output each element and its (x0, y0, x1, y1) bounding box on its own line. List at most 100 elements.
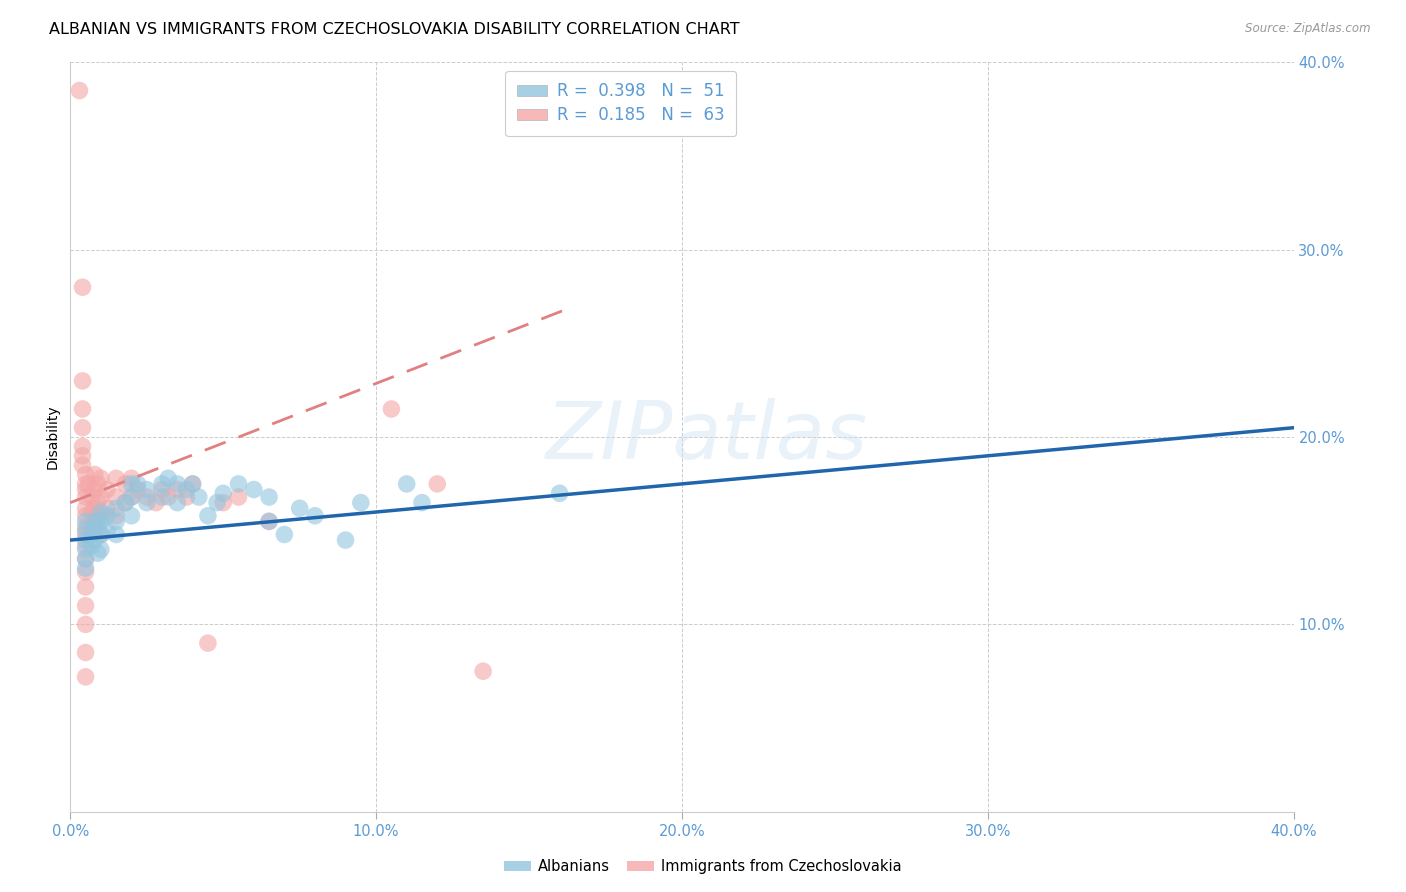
Point (105, 501, 128, 516)
Point (75, 542, 97, 557)
Point (472, 664, 495, 679)
Point (114, 476, 136, 491)
Legend: R =  0.398   N =  51, R =  0.185   N =  63: R = 0.398 N = 51, R = 0.185 N = 63 (505, 70, 737, 136)
Point (426, 476, 449, 491)
Point (181, 476, 204, 491)
Point (150, 476, 173, 491)
Point (127, 476, 149, 491)
Point (105, 471, 128, 485)
Point (75, 524, 97, 538)
Point (90, 542, 112, 557)
Point (83, 483, 105, 497)
Point (90, 527, 112, 541)
Point (72, 421, 94, 435)
Point (335, 533, 357, 547)
Text: ZIPatlas: ZIPatlas (546, 398, 868, 476)
Point (96, 501, 118, 516)
Point (157, 471, 180, 485)
Point (72, 280, 94, 294)
Point (411, 496, 433, 510)
Legend: Albanians, Immigrants from Czechoslovakia: Albanians, Immigrants from Czechoslovaki… (499, 854, 907, 880)
Point (350, 496, 373, 510)
Point (80, 527, 103, 541)
Point (90, 471, 112, 485)
Point (228, 476, 250, 491)
Point (176, 490, 198, 504)
Point (72, 449, 94, 463)
Point (380, 401, 402, 416)
Point (150, 483, 173, 497)
Point (75, 520, 97, 534)
Point (212, 486, 235, 500)
Point (83, 467, 105, 482)
Point (75, 580, 97, 594)
Point (304, 508, 326, 523)
Point (90, 527, 112, 541)
Point (72, 458, 94, 473)
Point (83, 514, 105, 528)
Point (75, 599, 97, 613)
Point (181, 476, 204, 491)
Point (72, 374, 94, 388)
Point (395, 476, 418, 491)
Point (114, 496, 136, 510)
Point (75, 483, 97, 497)
Point (83, 520, 105, 534)
Point (121, 490, 143, 504)
Point (72, 440, 94, 453)
Point (145, 496, 167, 510)
Point (135, 496, 157, 510)
Point (96, 524, 118, 538)
Point (87, 496, 110, 510)
Point (80, 539, 103, 553)
Point (273, 527, 295, 541)
Point (75, 514, 97, 528)
Point (548, 486, 571, 500)
Point (83, 501, 105, 516)
Point (205, 496, 228, 510)
Point (87, 520, 110, 534)
Point (75, 490, 97, 504)
Point (166, 496, 188, 510)
Point (105, 514, 128, 528)
Point (257, 514, 280, 528)
Point (75, 533, 97, 547)
Point (90, 514, 112, 528)
Point (75, 539, 97, 553)
Point (166, 476, 188, 491)
Point (150, 490, 173, 504)
Point (87, 508, 110, 523)
Point (257, 514, 280, 528)
Point (135, 483, 157, 497)
Text: Source: ZipAtlas.com: Source: ZipAtlas.com (1246, 22, 1371, 36)
Point (105, 490, 128, 504)
Point (127, 483, 149, 497)
Point (114, 496, 136, 510)
Point (257, 490, 280, 504)
Point (77, 476, 100, 491)
Point (96, 483, 118, 497)
Point (83, 533, 105, 547)
Point (75, 670, 97, 684)
Point (288, 501, 311, 516)
Point (176, 483, 198, 497)
Point (105, 508, 128, 523)
Point (75, 476, 97, 491)
Point (75, 501, 97, 516)
Point (87, 546, 110, 560)
Point (75, 646, 97, 660)
Point (90, 490, 112, 504)
Point (69, 83, 91, 97)
Point (75, 551, 97, 566)
Point (121, 508, 143, 523)
Point (197, 508, 219, 523)
Point (75, 527, 97, 541)
Point (75, 561, 97, 575)
Point (187, 490, 209, 504)
Point (96, 508, 118, 523)
Point (75, 551, 97, 566)
Point (228, 490, 250, 504)
Point (80, 520, 103, 534)
Point (72, 401, 94, 416)
Point (243, 483, 266, 497)
